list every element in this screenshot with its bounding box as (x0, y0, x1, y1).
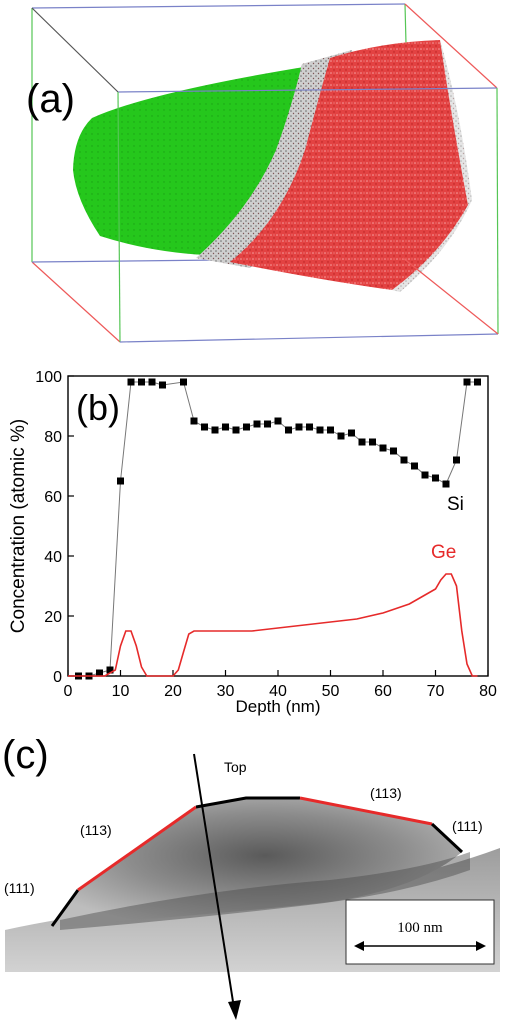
legend-ge: Ge (431, 542, 456, 563)
data-point-si (442, 480, 450, 488)
data-point-si (264, 420, 271, 428)
scale-bar: 100 nm (345, 899, 495, 965)
facet-111-right-line (430, 822, 464, 854)
data-point-si (106, 666, 114, 674)
data-point-si (243, 423, 250, 431)
panel-c-label: (c) (2, 733, 49, 777)
data-point-si (316, 426, 324, 434)
data-point-si (400, 456, 408, 464)
data-point-si (453, 456, 460, 464)
x-tick-label: 80 (479, 683, 497, 700)
data-point-si (411, 462, 418, 470)
data-point-si (327, 426, 334, 434)
x-tick-label: 10 (112, 683, 130, 700)
x-tick-label: 30 (217, 683, 235, 700)
series-line-si (78, 381, 478, 677)
reconstruction-canvas: (a) (26, 3, 499, 343)
legend-si: Si (447, 494, 464, 515)
data-point-si (148, 378, 156, 386)
data-point-si (274, 417, 282, 425)
facet-111-left-line (50, 889, 80, 927)
facet-113-left-line (77, 805, 197, 892)
data-point-si (232, 426, 240, 434)
data-point-si (348, 429, 355, 437)
data-point-si (295, 423, 303, 431)
scale-bar-label: 100 nm (397, 920, 443, 936)
x-tick-label: 0 (64, 683, 73, 700)
data-point-si (337, 432, 345, 440)
y-tick-label: 80 (44, 429, 62, 446)
data-point-si (138, 378, 145, 386)
data-point-si (190, 417, 198, 425)
data-point-si (253, 420, 261, 428)
data-point-si (127, 378, 135, 386)
x-axis-label: Depth (nm) (235, 697, 320, 716)
y-tick-label: 0 (53, 669, 62, 686)
panel-c-tem-micrograph: Top (113) (113) (111) (111) 100 nm (c) (0, 720, 507, 1024)
data-point-si (421, 471, 429, 479)
x-tick-label: 70 (427, 683, 445, 700)
data-point-si (159, 381, 166, 389)
data-point-si (369, 438, 376, 446)
island (52, 798, 462, 926)
data-point-si (211, 426, 219, 434)
bounding-box-front (117, 87, 499, 343)
data-point-si (306, 423, 313, 431)
data-point-si (358, 438, 366, 446)
data-point-si (474, 378, 481, 386)
facet-label-top: Top (224, 759, 247, 775)
concentration-chart-svg: 0 10 20 30 40 50 60 70 80 0 20 40 60 80 100 Depth (nm)… (8, 369, 497, 716)
y-tick-label: 20 (44, 609, 62, 626)
facet-label-113-left: (113) (80, 822, 112, 838)
series-layer (68, 378, 481, 680)
data-point-si (390, 447, 397, 455)
interface-band (196, 50, 352, 268)
ge-region (73, 66, 318, 255)
panel-b-label: (b) (76, 387, 120, 428)
x-tick-label: 20 (164, 683, 182, 700)
panel-a-label: (a) (26, 77, 75, 121)
data-point-si (96, 669, 103, 677)
x-tick-label: 60 (374, 683, 392, 700)
facet-113-right-line (299, 796, 433, 826)
axis-ticks: 0 10 20 30 40 50 60 70 80 0 20 40 60 80 100 (35, 369, 497, 700)
data-point-si (180, 378, 187, 386)
facet-top-line (195, 796, 300, 809)
data-point-si (222, 423, 229, 431)
interface-contrast (60, 852, 470, 930)
series-line-ge (68, 573, 478, 677)
sparse-halo (392, 40, 472, 292)
y-tick-label: 60 (44, 489, 62, 506)
y-tick-label: 100 (35, 369, 62, 386)
x-tick-label: 50 (322, 683, 340, 700)
data-point-si (285, 426, 292, 434)
facet-label-111-right: (111) (452, 818, 483, 834)
data-point-si (379, 444, 387, 452)
data-point-si (201, 423, 208, 431)
y-axis-label: Concentration (atomic %) (8, 419, 29, 633)
facet-label-111-left: (111) (4, 880, 35, 896)
si-region (230, 40, 468, 290)
x-tick-label: 40 (269, 683, 287, 700)
data-point-si (463, 378, 471, 386)
y-tick-label: 40 (44, 549, 62, 566)
panel-b-concentration-chart: 0 10 20 30 40 50 60 70 80 0 20 40 60 80 100 Depth (nm)… (0, 350, 507, 720)
data-point-si (117, 477, 124, 485)
data-point-si (432, 474, 439, 482)
panel-a-atom-probe-reconstruction: (a) (0, 0, 507, 350)
tem-canvas: Top (113) (113) (111) (111) 100 nm (c) (2, 733, 500, 1020)
analysis-direction-arrow (193, 753, 241, 1020)
facet-label-113-right: (113) (370, 785, 402, 801)
